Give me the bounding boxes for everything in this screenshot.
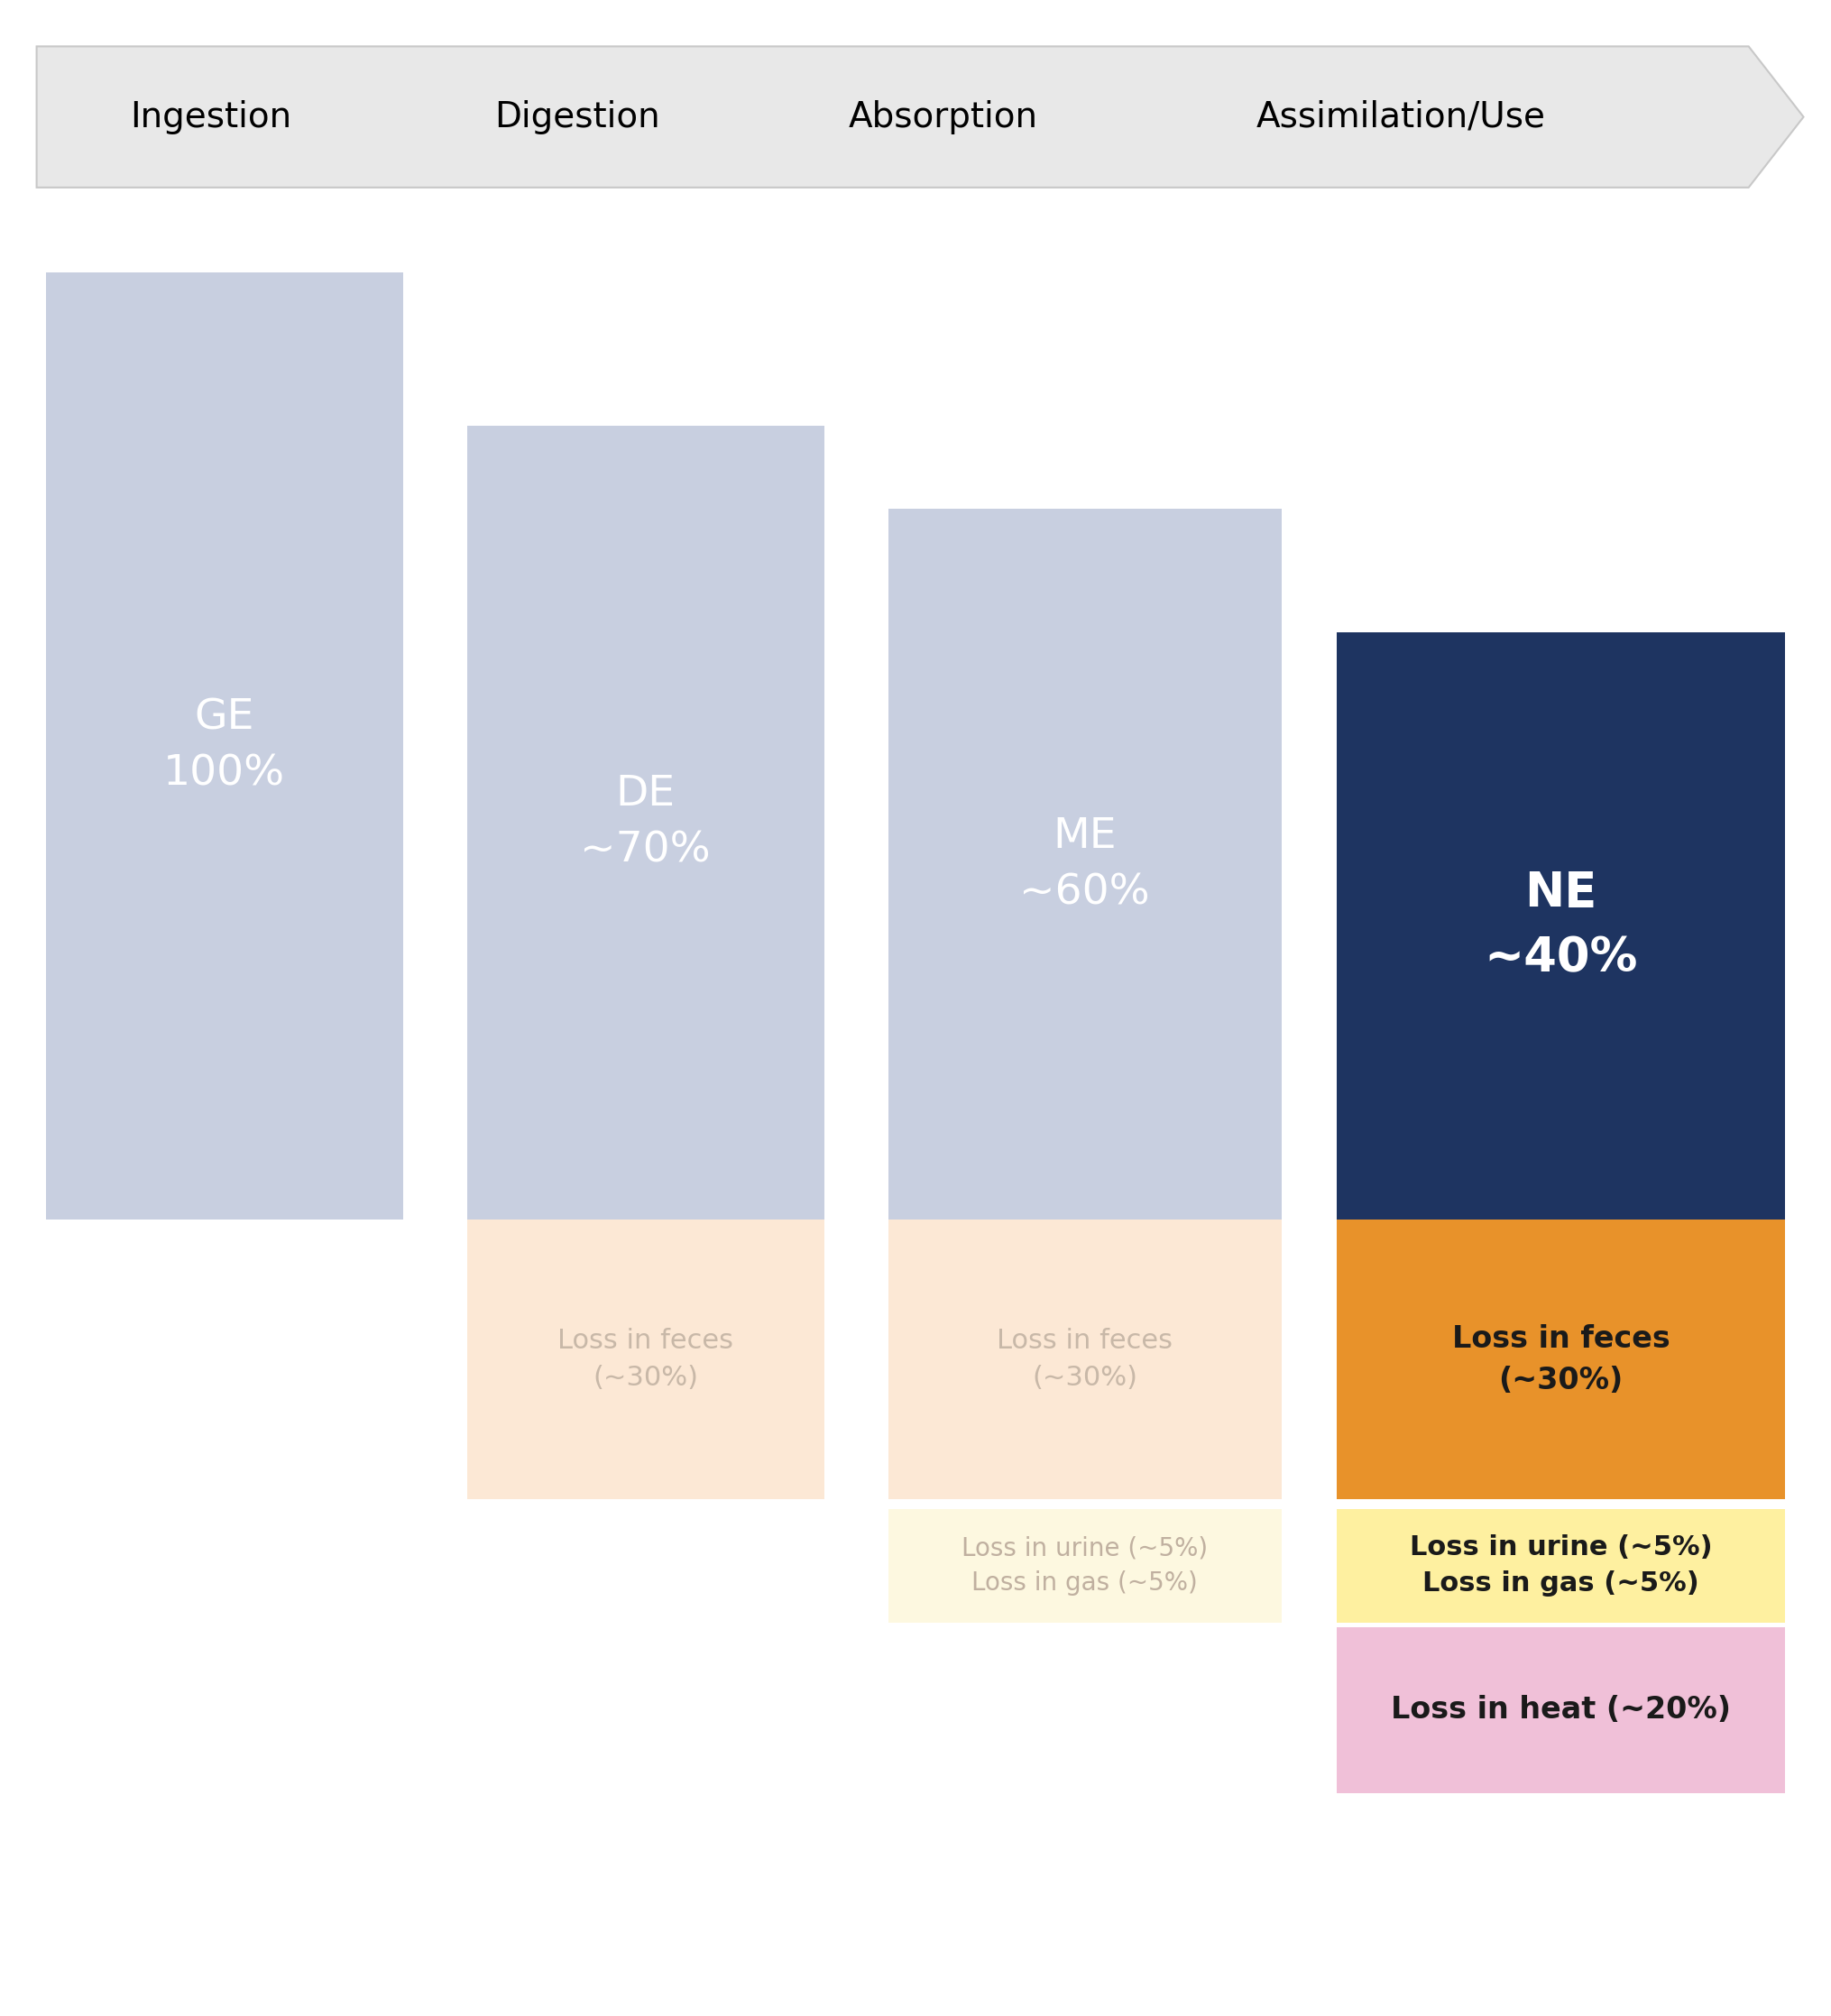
Text: Loss in feces
(~30%): Loss in feces (~30%) — [1452, 1325, 1670, 1395]
Bar — [888, 508, 1282, 1220]
Text: Digestion: Digestion — [494, 99, 659, 135]
Bar — [888, 1220, 1282, 1500]
Bar — [1337, 633, 1785, 1220]
Bar — [1337, 1220, 1785, 1500]
Bar — [1337, 1627, 1785, 1792]
Text: Loss in feces
(~30%): Loss in feces (~30%) — [557, 1329, 734, 1391]
Text: ME
~60%: ME ~60% — [1020, 816, 1150, 913]
Text: NE
~40%: NE ~40% — [1485, 869, 1637, 982]
Polygon shape — [37, 46, 1804, 187]
Text: Loss in feces
(~30%): Loss in feces (~30%) — [996, 1329, 1174, 1391]
Text: Ingestion: Ingestion — [130, 99, 291, 135]
Text: Absorption: Absorption — [848, 99, 1038, 135]
Text: Loss in urine (~5%)
Loss in gas (~5%): Loss in urine (~5%) Loss in gas (~5%) — [961, 1536, 1208, 1597]
Text: Assimilation/Use: Assimilation/Use — [1256, 99, 1545, 135]
Bar — [467, 1220, 824, 1500]
Bar — [46, 272, 403, 1220]
Bar — [1337, 1508, 1785, 1623]
Text: Loss in urine (~5%)
Loss in gas (~5%): Loss in urine (~5%) Loss in gas (~5%) — [1410, 1534, 1712, 1597]
Bar — [467, 425, 824, 1220]
Text: DE
~70%: DE ~70% — [580, 774, 710, 871]
Text: GE
100%: GE 100% — [163, 698, 286, 794]
Bar — [888, 1508, 1282, 1623]
Text: Loss in heat (~20%): Loss in heat (~20%) — [1392, 1695, 1730, 1726]
